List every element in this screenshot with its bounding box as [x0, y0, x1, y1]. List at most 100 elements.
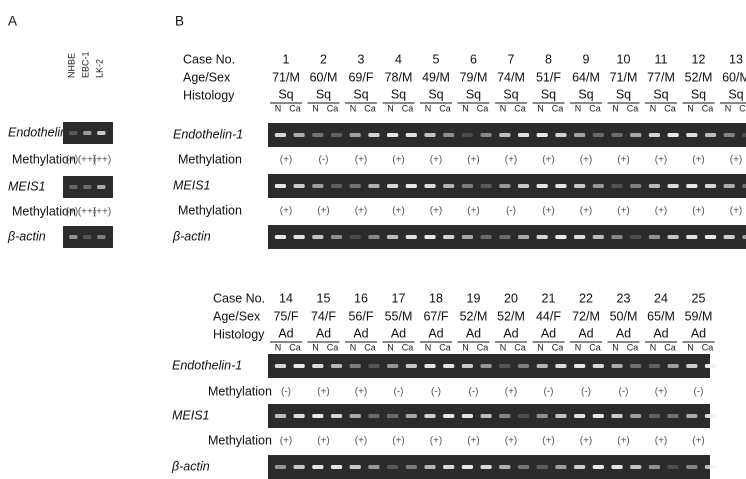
row-label: Case No. [213, 291, 265, 305]
methylation: (+) [692, 436, 705, 447]
band [668, 364, 679, 368]
lane-label: Ca [589, 342, 601, 352]
band [312, 133, 323, 137]
band [406, 133, 417, 137]
band [686, 133, 697, 137]
methylation: (-) [394, 387, 404, 398]
age-sex: 64/M [572, 70, 600, 84]
band [611, 133, 622, 137]
band [312, 184, 323, 188]
methylation: (+) [66, 155, 79, 166]
case-number: 4 [395, 52, 402, 66]
methylation: (+) [430, 155, 443, 166]
band [499, 133, 510, 137]
band [668, 184, 679, 188]
band [668, 465, 679, 469]
band [705, 235, 716, 239]
methylation: (+) [467, 206, 480, 217]
band [424, 364, 435, 368]
gene-label: β-actin [171, 459, 210, 473]
histology: Ad [691, 326, 706, 340]
row-label: Histology [213, 327, 265, 341]
band [499, 465, 510, 469]
case-number: 15 [317, 291, 331, 305]
lane-label: Ca [327, 103, 339, 113]
band [481, 235, 492, 239]
band [368, 465, 379, 469]
band [518, 414, 529, 418]
methylation: (+) [317, 387, 330, 398]
band [462, 133, 473, 137]
band [649, 465, 660, 469]
lane-label: N [312, 103, 319, 113]
band [593, 364, 604, 368]
band [518, 133, 529, 137]
band [387, 133, 398, 137]
panel-label: B [175, 14, 184, 29]
methylation: (+) [280, 206, 293, 217]
methylation: (+) [280, 436, 293, 447]
band [499, 235, 510, 239]
band [555, 133, 566, 137]
methylation: (+) [66, 207, 79, 218]
band [630, 184, 641, 188]
lane-label: N [612, 342, 619, 352]
histology: Sq [503, 87, 518, 101]
band [275, 133, 286, 137]
methylation: (+) [617, 436, 630, 447]
age-sex: 44/F [536, 309, 561, 323]
methylation: (+) [355, 206, 368, 217]
methylation: (+) [505, 387, 518, 398]
lane-label: Ca [627, 103, 639, 113]
methylation: (+) [580, 155, 593, 166]
lane-label: N [537, 342, 544, 352]
band [462, 465, 473, 469]
band [630, 133, 641, 137]
band [350, 465, 361, 469]
band [331, 235, 342, 239]
band [83, 131, 91, 135]
age-sex: 52/M [497, 309, 525, 323]
lane-label: N [575, 342, 582, 352]
methylation: (+) [280, 155, 293, 166]
band [406, 235, 417, 239]
lane-label: N [725, 103, 732, 113]
histology: Sq [316, 87, 331, 101]
methylation: (+) [467, 436, 480, 447]
histology: Ad [578, 326, 593, 340]
histology: Sq [466, 87, 481, 101]
histology: Sq [578, 87, 593, 101]
band [537, 235, 548, 239]
age-sex: 55/M [385, 309, 413, 323]
histology: Sq [278, 87, 293, 101]
band [312, 465, 323, 469]
lane-label: Ca [364, 103, 376, 113]
band [275, 414, 286, 418]
lane-label: N [537, 103, 544, 113]
band [686, 364, 697, 368]
histology: Ad [391, 326, 406, 340]
band [312, 235, 323, 239]
band [742, 184, 746, 188]
gene-label: MEIS1 [172, 408, 210, 422]
histology: Sq [616, 87, 631, 101]
band [574, 364, 585, 368]
methylation: (+) [617, 155, 630, 166]
band [350, 235, 361, 239]
band [593, 414, 604, 418]
methylation: (-) [694, 387, 704, 398]
lane-label: Ca [514, 103, 526, 113]
lane-label: N [575, 103, 582, 113]
lane-label: N [650, 103, 657, 113]
band [705, 465, 716, 469]
lane-label: N [687, 342, 694, 352]
lane-label: N [612, 103, 619, 113]
case-number: 3 [358, 52, 365, 66]
band [593, 235, 604, 239]
band [630, 364, 641, 368]
band [387, 414, 398, 418]
methylation: (-) [506, 206, 516, 217]
histology: Ad [616, 326, 631, 340]
methylation: (+) [542, 155, 555, 166]
lane-label: Ca [477, 342, 489, 352]
